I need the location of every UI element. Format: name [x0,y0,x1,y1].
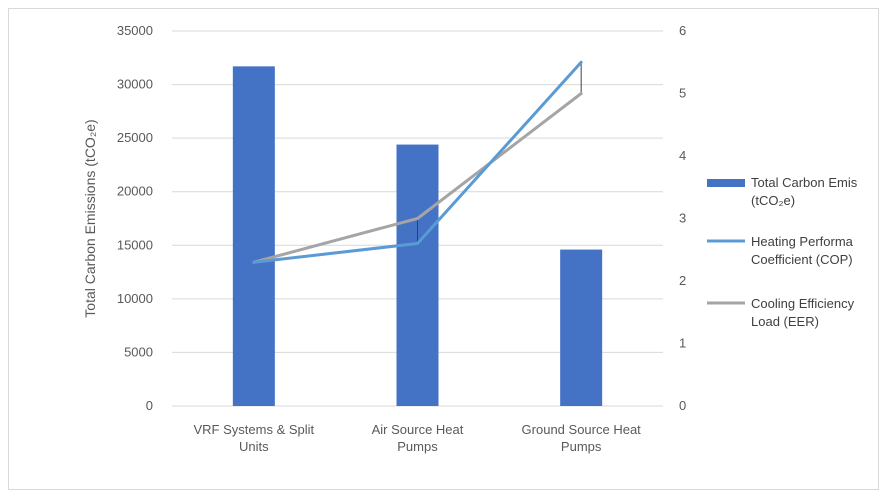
series-line [252,92,583,264]
series-line [252,60,583,264]
bar [232,66,275,406]
x-tick-label: Ground Source Heat Pumps [522,422,642,454]
y2-tick-label: 5 [679,86,686,101]
y2-tick-label: 4 [679,148,686,163]
y-tick-label: 15000 [117,237,153,252]
y2-tick-label: 3 [679,211,686,226]
y-tick-label: 10000 [117,291,153,306]
y-tick-label: 25000 [117,130,153,145]
y2-tick-label: 1 [679,336,686,351]
x-tick-label: VRF Systems & Split Units [194,422,315,454]
y-axis-title: Total Carbon Emissions (tCO₂e) [82,119,98,317]
y2-tick-label: 0 [679,398,686,413]
y-tick-label: 30000 [117,77,153,92]
legend-label: Cooling Efficiency Load (EER) [751,296,855,329]
legend-label: Total Carbon Emis (tCO₂e) [751,175,858,208]
legend-swatch-bar [707,179,745,187]
y2-tick-label: 6 [679,23,686,38]
chart-frame: 0 5000 10000 15000 20000 25000 30000 35000 0 1 2 3 4… [8,8,879,490]
y-tick-label: 0 [146,398,153,413]
x-tick-label: Air Source Heat Pumps [372,422,464,454]
chart-svg: 0 5000 10000 15000 20000 25000 30000 35000 0 1 2 3 4… [82,23,858,454]
y-tick-label: 20000 [117,184,153,199]
y2-tick-label: 2 [679,273,686,288]
y-tick-label: 35000 [117,23,153,38]
bar [396,144,439,407]
legend-label: Heating Performa Coefficient (COP) [751,234,854,267]
y-tick-label: 5000 [124,344,153,359]
bar [560,249,603,406]
